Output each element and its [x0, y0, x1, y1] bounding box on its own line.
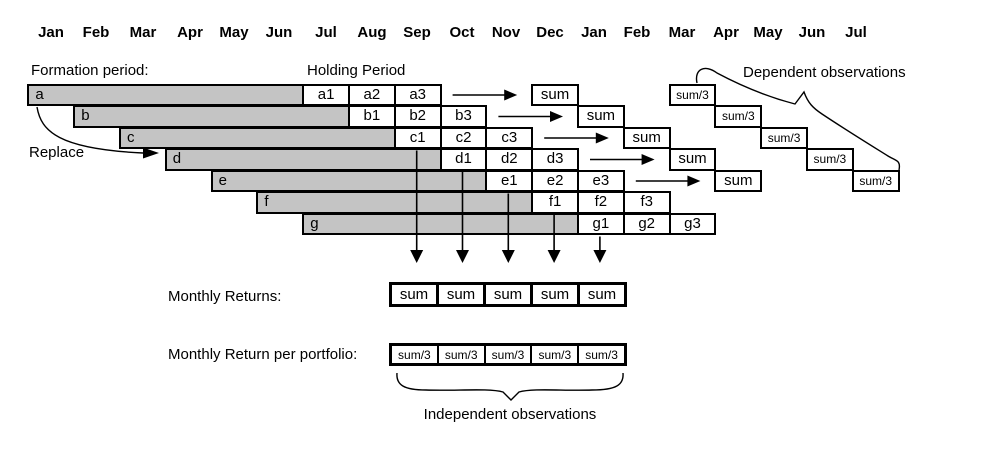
formation-bar-e: e: [210, 169, 488, 192]
sum-box-c: sum: [622, 126, 671, 149]
month-label: Feb: [623, 24, 651, 41]
month-label: Jan: [38, 24, 64, 41]
holding-cell-d2: d2: [485, 148, 534, 171]
holding-cell-f3: f3: [622, 191, 671, 214]
formation-period-label: Formation period:: [31, 62, 149, 79]
holding-cell-c2: c2: [439, 126, 488, 149]
month-label: Jul: [845, 24, 867, 41]
right-arrowhead-e: [687, 175, 701, 187]
portfolio-return-sum3-cell: sum/3: [530, 346, 578, 363]
month-label: Aug: [357, 24, 387, 41]
dependent-sum3-box-c: sum/3: [760, 126, 808, 149]
monthly-return-sum-cell: sum: [436, 285, 483, 304]
month-label: Mar: [668, 24, 696, 41]
dependent-observations-label: Dependent observations: [743, 64, 906, 81]
dependent-sum3-box-b: sum/3: [714, 105, 763, 128]
portfolio-returns-group: sum/3 sum/3 sum/3 sum/3 sum/3: [389, 343, 627, 366]
holding-cell-e1: e1: [485, 169, 534, 192]
portfolio-return-sum3-cell: sum/3: [577, 346, 624, 363]
monthly-returns-label: Monthly Returns:: [168, 288, 282, 305]
month-label: Apr: [713, 24, 739, 41]
holding-cell-e3: e3: [577, 169, 625, 192]
holding-cell-a2: a2: [348, 83, 396, 106]
down-arrowhead-2: [456, 250, 469, 263]
formation-bar-g: g: [302, 212, 579, 235]
month-label: Feb: [82, 24, 110, 41]
holding-cell-e2: e2: [531, 169, 579, 192]
formation-bar-d: d: [164, 148, 442, 171]
formation-bar-b: b: [73, 105, 350, 128]
month-label: Apr: [177, 24, 203, 41]
sum-box-b: sum: [577, 105, 625, 128]
monthly-return-sum-cell: sum: [483, 285, 530, 304]
holding-cell-c1: c1: [393, 126, 442, 149]
month-label: Dec: [536, 24, 564, 41]
monthly-return-sum-cell: sum: [577, 285, 624, 304]
formation-bar-f: f: [256, 191, 534, 214]
independent-observations-brace: [396, 372, 624, 401]
independent-observations-label: Independent observations: [423, 406, 597, 423]
sum-box-a: sum: [531, 83, 579, 106]
formation-bar-a: a: [27, 83, 305, 106]
monthly-return-sum-cell: sum: [392, 285, 436, 304]
holding-cell-d1: d1: [439, 148, 488, 171]
portfolio-return-sum3-cell: sum/3: [483, 346, 531, 363]
month-label: May: [219, 24, 249, 41]
holding-cell-b3: b3: [439, 105, 488, 128]
month-label: Mar: [129, 24, 157, 41]
formation-bar-c: c: [119, 126, 396, 149]
monthly-return-sum-cell: sum: [530, 285, 577, 304]
down-arrowhead-4: [547, 250, 561, 263]
month-label: Jun: [798, 24, 826, 41]
monthly-returns-group: sum sum sum sum sum: [389, 282, 627, 307]
down-arrowhead-1: [410, 250, 424, 263]
dependent-sum3-box-e: sum/3: [851, 169, 900, 192]
replace-arrowhead: [143, 147, 159, 159]
month-label: Jul: [315, 24, 337, 41]
holding-cell-f1: f1: [531, 191, 579, 214]
month-label: Oct: [449, 24, 475, 41]
down-arrowhead-3: [501, 250, 515, 263]
right-arrowhead-b: [550, 111, 563, 122]
portfolio-return-sum3-cell: sum/3: [392, 346, 437, 363]
holding-period-label: Holding Period: [307, 62, 406, 79]
replace-label: Replace: [29, 144, 85, 161]
holding-cell-c3: c3: [485, 126, 534, 149]
month-label: May: [753, 24, 783, 41]
holding-cell-g1: g1: [577, 212, 625, 235]
holding-cell-d3: d3: [531, 148, 579, 171]
right-arrowhead-c: [595, 132, 609, 144]
right-arrowhead-d: [641, 154, 655, 165]
holding-cell-a1: a1: [302, 83, 350, 106]
month-label: Jan: [581, 24, 607, 41]
portfolio-return-sum3-cell: sum/3: [436, 346, 484, 363]
month-label: Sep: [403, 24, 431, 41]
month-label: Nov: [491, 24, 521, 41]
right-arrowhead-a: [504, 89, 518, 101]
dependent-sum3-box-a: sum/3: [668, 83, 717, 106]
monthly-return-per-portfolio-label: Monthly Return per portfolio:: [168, 346, 358, 363]
holding-cell-b1: b1: [348, 105, 396, 128]
holding-cell-g3: g3: [668, 212, 717, 235]
sum-box-e: sum: [714, 169, 763, 192]
holding-cell-b2: b2: [393, 105, 442, 128]
holding-cell-a3: a3: [393, 83, 442, 106]
month-label: Jun: [265, 24, 293, 41]
holding-cell-f2: f2: [577, 191, 625, 214]
dependent-sum3-box-d: sum/3: [806, 148, 854, 171]
holding-cell-g2: g2: [622, 212, 671, 235]
down-arrowhead-5: [593, 250, 607, 263]
sum-box-d: sum: [668, 148, 717, 171]
